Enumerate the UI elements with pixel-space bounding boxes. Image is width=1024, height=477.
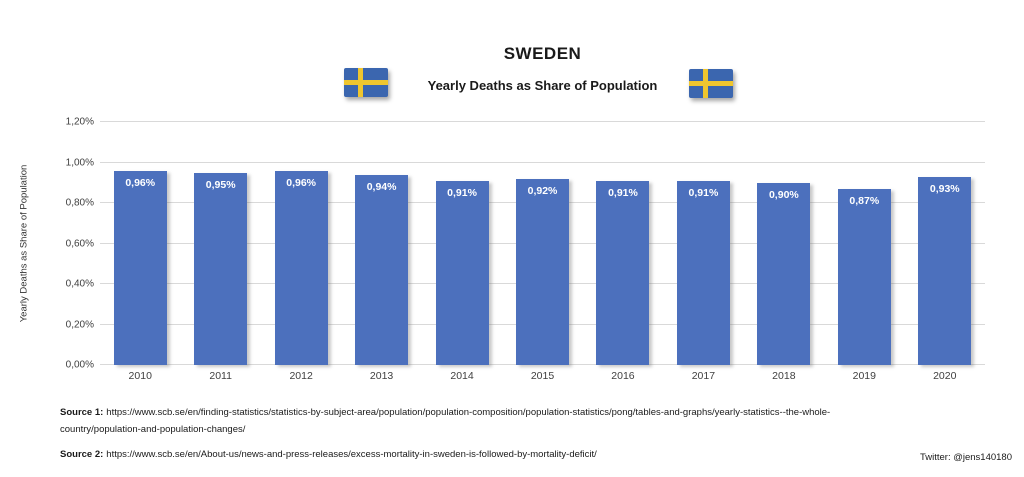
sweden-flag-icon (344, 68, 388, 97)
y-tick-label: 0,20% (65, 319, 94, 330)
source-1-label: Source 1: (60, 407, 104, 418)
x-tick-label: 2020 (933, 370, 957, 382)
flag-cross-horizontal (689, 80, 733, 87)
bar-2012: 0,96% (274, 170, 328, 365)
twitter-handle: Twitter: @jens140180 (919, 452, 1012, 463)
y-tick-label: 0,40% (65, 278, 94, 290)
x-axis-labels: 2010 2011 2012 2013 2014 2015 2016 2017 2018 2019… (100, 370, 985, 386)
source-2-label: Source 2: (60, 449, 104, 460)
bar-value-label: 0,91% (447, 186, 477, 199)
y-tick-label: 1,20% (65, 116, 94, 128)
bar-value-label: 0,87% (849, 194, 880, 207)
gridline (100, 121, 985, 122)
bar-2019: 0,87% (837, 188, 891, 365)
x-tick-label: 2010 (128, 370, 152, 382)
x-tick-label: 2012 (289, 370, 313, 382)
x-tick-label: 2016 (611, 370, 635, 382)
bar-value-label: 0,90% (768, 188, 799, 201)
bar-value-label: 0,96% (286, 176, 317, 189)
bar-value-label: 0,91% (608, 186, 638, 199)
bar-2013: 0,94% (355, 174, 409, 365)
sweden-flag-icon (689, 69, 733, 98)
x-tick-label: 2014 (450, 370, 474, 382)
x-tick-label: 2017 (691, 370, 716, 382)
bar-2014: 0,91% (435, 180, 489, 365)
y-tick-label: 0,00% (65, 359, 94, 371)
chart-title: SWEDEN (503, 44, 582, 63)
bar-value-label: 0,91% (688, 186, 719, 199)
source-2: Source 2: https://www.scb.se/en/About-us/… (60, 446, 836, 463)
source-1: Source 1: https://www.scb.se/en/finding-s… (60, 404, 836, 438)
bar-2010: 0,96% (113, 170, 167, 365)
bar-value-label: 0,94% (366, 180, 397, 193)
x-tick-label: 2018 (772, 370, 796, 382)
source-1-url: https://www.scb.se/en/finding-statistics… (60, 407, 831, 435)
bar-2011: 0,95% (194, 172, 248, 365)
bar-value-label: 0,93% (929, 182, 960, 195)
bar-2020: 0,93% (918, 176, 972, 365)
x-tick-label: 2013 (369, 370, 394, 382)
y-tick-label: 0,80% (65, 197, 94, 209)
plot-area: 0,96% 0,95% 0,96% 0,94% 0,91% 0,92% 0,91% 0,91%… (100, 121, 985, 365)
chart-subtitle: Yearly Deaths as Share of Population (427, 78, 658, 93)
x-tick-label: 2011 (209, 370, 232, 382)
bar-value-label: 0,96% (125, 176, 156, 189)
x-tick-label: 2015 (530, 370, 555, 382)
y-tick-label: 0,60% (65, 238, 94, 249)
source-2-url: https://www.scb.se/en/About-us/news-and-… (106, 449, 597, 460)
y-axis-tick-labels: 0,00% 0,20% 0,40% 0,60% 0,80% 1,00% 1,20% (0, 117, 94, 371)
bar-2015: 0,92% (516, 178, 569, 365)
bar-2016: 0,91% (596, 180, 650, 365)
gridline (100, 161, 985, 163)
bar-2017: 0,91% (676, 180, 730, 365)
flag-cross-horizontal (344, 79, 388, 86)
bar-2018: 0,90% (757, 182, 811, 365)
y-tick-label: 1,00% (65, 157, 94, 168)
bar-value-label: 0,95% (205, 178, 236, 191)
bar-value-label: 0,92% (527, 184, 558, 197)
x-tick-label: 2019 (852, 370, 876, 382)
